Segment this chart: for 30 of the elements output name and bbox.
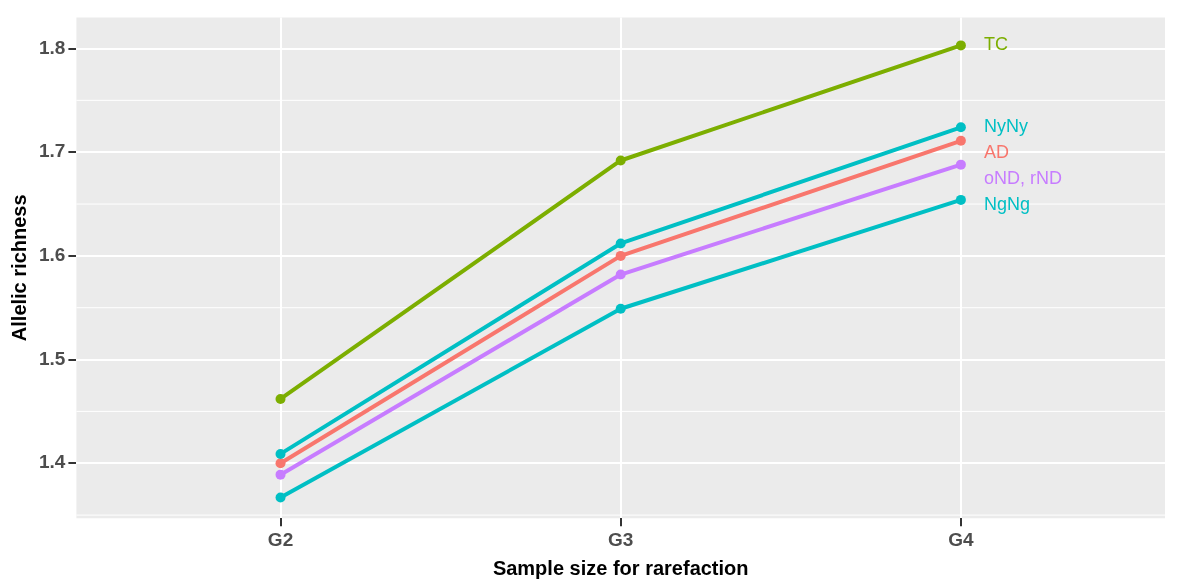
- point: [615, 303, 626, 314]
- series-label: oND, rND: [983, 168, 1062, 189]
- series-label: TC: [983, 34, 1008, 55]
- y-tick-label: 1.7: [38, 140, 66, 162]
- x-axis-title: Sample size for rarefaction: [492, 556, 749, 579]
- y-tick-label: 1.6: [38, 244, 66, 266]
- point: [955, 122, 966, 133]
- x-tick-label: G4: [948, 528, 974, 550]
- point: [615, 238, 626, 249]
- point: [275, 458, 286, 469]
- x-tick-label: G3: [608, 528, 634, 550]
- point: [955, 40, 966, 51]
- series-label: AD: [983, 142, 1009, 163]
- point: [275, 448, 286, 459]
- point: [615, 250, 626, 261]
- point: [615, 155, 626, 166]
- x-tick-label: G2: [267, 528, 294, 550]
- point: [275, 469, 286, 480]
- point: [275, 393, 286, 404]
- series-label: NyNy: [983, 116, 1028, 137]
- y-tick-label: 1.5: [38, 347, 66, 369]
- y-tick-label: 1.8: [38, 36, 66, 58]
- point: [955, 159, 966, 170]
- point: [275, 492, 286, 503]
- point: [955, 135, 966, 146]
- point: [615, 269, 626, 280]
- point: [955, 194, 966, 205]
- y-axis-title: Allelic richness: [7, 194, 30, 342]
- series-label: NgNg: [983, 194, 1030, 215]
- y-tick-label: 1.4: [38, 451, 66, 473]
